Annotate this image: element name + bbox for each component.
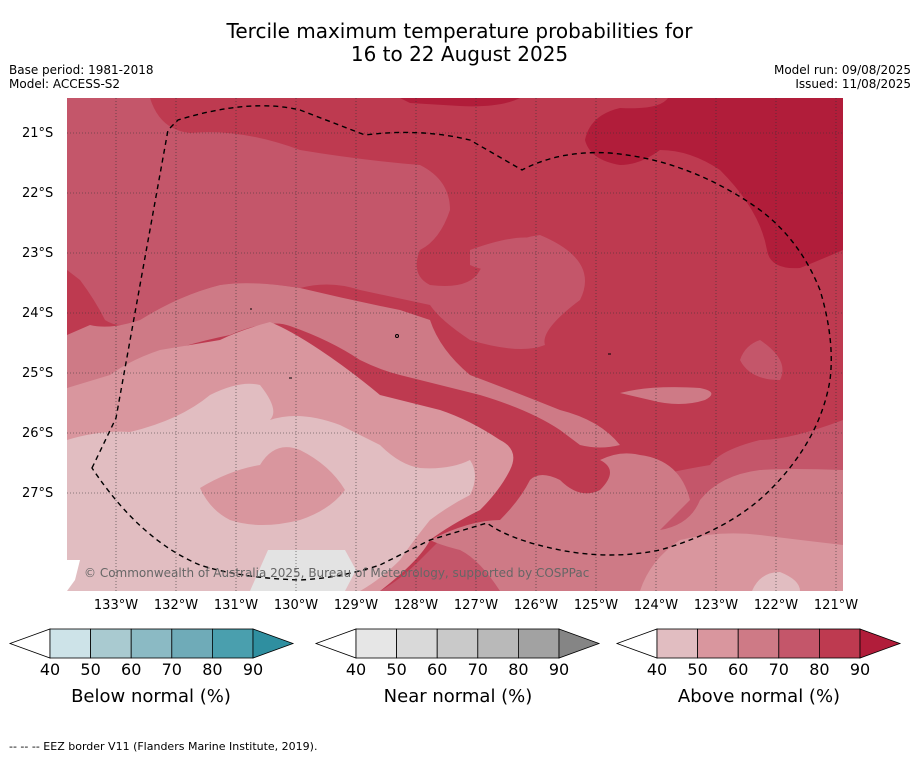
- below-colorbar-segment: [171, 628, 213, 659]
- lat-label-21: 21°S: [22, 126, 54, 141]
- above-colorbar-tick: 40: [646, 660, 668, 679]
- near-normal-title: Near normal (%): [383, 686, 533, 707]
- map-gridlines: [67, 98, 843, 591]
- colorbars: [8, 628, 902, 659]
- near-colorbar-tick: 80: [508, 660, 529, 679]
- below-colorbar-segment: [90, 628, 132, 659]
- field-above-60-east-lens: [620, 387, 712, 404]
- above-colorbar-tick: 50: [687, 660, 708, 679]
- lat-label-27: 27°S: [22, 486, 54, 501]
- above-colorbar-tick: 90: [849, 660, 871, 679]
- lon-label-126: 126°W: [513, 598, 559, 613]
- above-colorbar-high-arrow: [859, 628, 902, 659]
- lon-label-125: 125°W: [573, 598, 619, 613]
- near-colorbar-low-arrow: [314, 628, 357, 659]
- lat-label-22: 22°S: [22, 186, 54, 201]
- island-markers: [250, 308, 611, 379]
- lat-label-25: 25°S: [22, 366, 54, 381]
- field-near-white: [67, 560, 80, 591]
- below-colorbar-low-arrow: [8, 628, 51, 659]
- below-colorbar-tick: 80: [202, 660, 223, 679]
- lon-label-124: 124°W: [633, 598, 679, 613]
- model-run-text: Model run: 09/08/2025: [773, 63, 911, 77]
- below-colorbar-tick: 60: [121, 660, 142, 679]
- field-above-90-north: [400, 98, 520, 107]
- above-colorbar-segment: [656, 628, 698, 659]
- lon-label-122: 122°W: [753, 598, 799, 613]
- above-colorbar-segment: [778, 628, 820, 659]
- field-above-50-southeast: [640, 533, 843, 591]
- near-colorbar-high-arrow: [558, 628, 601, 659]
- lon-label-127: 127°W: [453, 598, 499, 613]
- above-colorbar-low-arrow: [615, 628, 658, 659]
- model-text: Model: ACCESS-S2: [9, 77, 121, 91]
- near-colorbar-segment: [436, 628, 479, 659]
- below-colorbar-tick: 50: [80, 660, 101, 679]
- island-marker: [395, 334, 399, 338]
- lat-label-24: 24°S: [22, 306, 54, 321]
- above-colorbar-tick: 80: [809, 660, 830, 679]
- issued-text: Issued: 11/08/2025: [795, 77, 911, 91]
- above-colorbar-segment: [697, 628, 739, 659]
- above-normal-title: Above normal (%): [677, 686, 841, 707]
- near-colorbar-tick: 50: [386, 660, 407, 679]
- field-above-70-east: [470, 237, 547, 270]
- below-colorbar-tick: 70: [161, 660, 182, 679]
- near-colorbar-tick: 40: [345, 660, 367, 679]
- lon-label-121: 121°W: [813, 598, 859, 613]
- near-colorbar-segment: [518, 628, 560, 659]
- below-colorbar-segment: [49, 628, 91, 659]
- below-colorbar-tick: 40: [39, 660, 61, 679]
- field-above-70-mid: [67, 98, 585, 349]
- lon-label-131: 131°W: [213, 598, 259, 613]
- above-colorbar-tick: 70: [768, 660, 789, 679]
- eez-footer-note: -- -- -- EEZ border V11 (Flanders Marine…: [9, 740, 318, 753]
- meta-right: Model run: 09/08/2025 Issued: 11/08/2025: [774, 63, 911, 91]
- near-colorbar-tick: 60: [427, 660, 448, 679]
- near-colorbar-tick: 90: [548, 660, 570, 679]
- copyright-text: © Commonwealth of Australia 2025, Bureau…: [84, 566, 590, 580]
- below-colorbar-segment: [130, 628, 173, 659]
- lon-label-132: 132°W: [153, 598, 199, 613]
- lat-label-26: 26°S: [22, 426, 54, 441]
- field-above-50-inner: [200, 447, 345, 525]
- lon-label-128: 128°W: [393, 598, 439, 613]
- near-colorbar-segment: [396, 628, 438, 659]
- map-title-line1: Tercile maximum temperature probabilitie…: [226, 19, 693, 43]
- eez-border: [91, 105, 832, 581]
- lon-label-130: 130°W: [273, 598, 319, 613]
- above-colorbar-tick: 60: [728, 660, 749, 679]
- near-colorbar-segment: [477, 628, 519, 659]
- field-above-90-east: [585, 98, 843, 269]
- map-title-line2: 16 to 22 August 2025: [350, 42, 569, 66]
- below-normal-title: Below normal (%): [71, 686, 231, 707]
- base-period-text: Base period: 1981-2018: [9, 63, 154, 77]
- lon-label-129: 129°W: [333, 598, 379, 613]
- meta-left: Base period: 1981-2018 Model: ACCESS-S2: [9, 63, 154, 91]
- field-above-70-east-lobe: [740, 340, 783, 380]
- probability-fields: [67, 98, 843, 591]
- above-colorbar-segment: [819, 628, 861, 659]
- field-above-60-west: [67, 283, 620, 448]
- lat-label-23: 23°S: [22, 246, 54, 261]
- near-colorbar-segment: [355, 628, 397, 659]
- below-colorbar-tick: 90: [242, 660, 264, 679]
- lon-label-133: 133°W: [93, 598, 139, 613]
- near-colorbar-tick: 70: [467, 660, 488, 679]
- below-colorbar-high-arrow: [252, 628, 295, 659]
- field-near-40: [250, 550, 356, 591]
- lon-label-123: 123°W: [693, 598, 739, 613]
- below-colorbar-segment: [211, 628, 254, 659]
- above-colorbar-segment: [737, 628, 780, 659]
